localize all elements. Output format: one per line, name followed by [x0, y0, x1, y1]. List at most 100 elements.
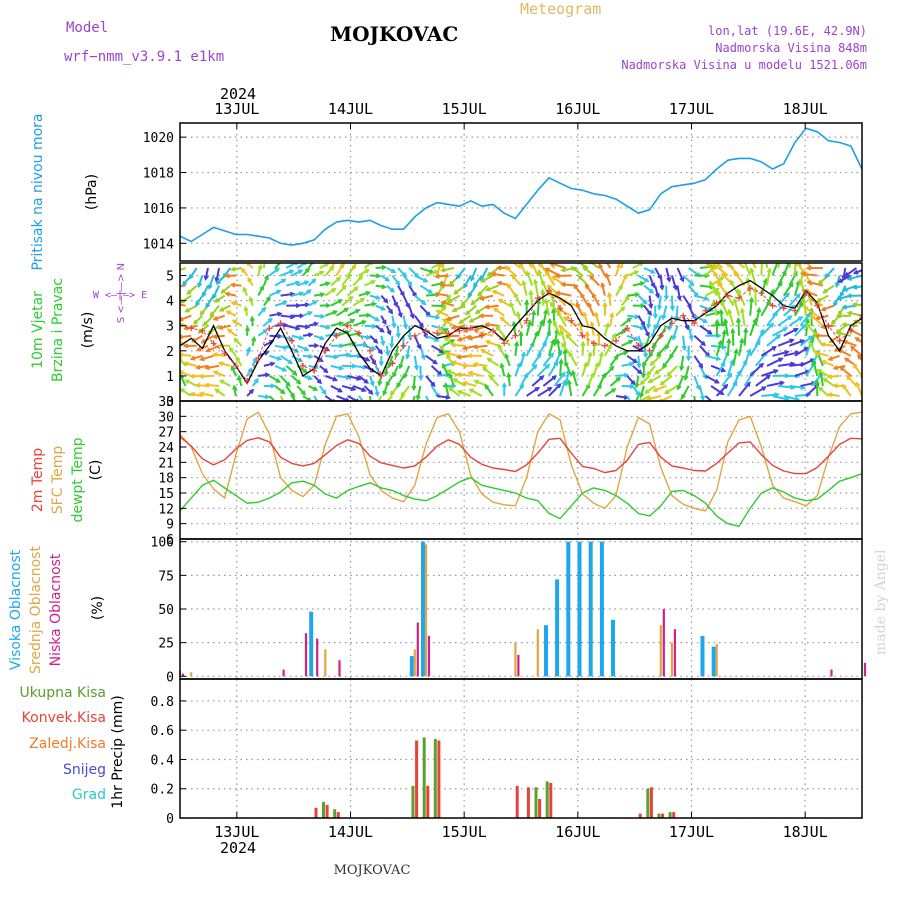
wind-arrow [448, 373, 455, 387]
wind-arrow-head [446, 294, 452, 300]
wind-arrow [458, 314, 472, 324]
wind-arrow [731, 329, 735, 346]
wind-arrow-head [495, 265, 502, 271]
wind-arrow [425, 270, 439, 277]
wind-arrow [330, 385, 343, 393]
wind-arrow-head [370, 280, 377, 285]
wind-arrow [654, 285, 660, 298]
wind-arrow-head [837, 278, 843, 283]
legend-precip-0: Ukupna Kisa [19, 685, 106, 701]
wind-arrow [799, 335, 813, 347]
wind-arrow [219, 379, 231, 387]
wind-arrow [364, 324, 376, 328]
wind-arrow-head [733, 348, 739, 354]
wind-arrow-head [715, 356, 722, 362]
bar-cloud-mid [514, 642, 517, 677]
wind-arrow [297, 303, 309, 307]
wind-arrow [392, 365, 399, 377]
wind-arrow-head [446, 369, 452, 374]
wind-arrow [714, 264, 729, 277]
wind-arrow-head [472, 344, 478, 350]
wind-arrow-head [186, 289, 192, 295]
wind-arrow [553, 329, 559, 346]
wind-arrow [846, 375, 858, 387]
wind-arrow-head [189, 373, 195, 379]
wind-arrow-head [732, 297, 738, 304]
wind-arrow-head [540, 288, 546, 294]
wind-arrow [213, 370, 226, 377]
gust-marker [736, 295, 743, 302]
wind-arrow-head [560, 371, 566, 377]
wind-arrow-head [270, 383, 276, 389]
series-line-2m-temp [179, 436, 863, 475]
wind-arrow-head [319, 335, 325, 341]
wind-arrow-head [420, 354, 426, 361]
wind-arrow-head [403, 373, 408, 380]
wind-arrow [664, 385, 679, 395]
wind-arrow-head [561, 342, 567, 348]
y-tick-label: 15 [158, 487, 174, 502]
wind-arrow [199, 374, 214, 378]
wind-arrow [460, 294, 472, 307]
wind-compass-sn: S <—|—> N [116, 263, 127, 323]
bar-precip-total [534, 787, 538, 818]
wind-arrow [436, 309, 449, 317]
wind-arrow [766, 357, 783, 367]
wind-arrow-head [332, 376, 339, 382]
wind-arrow-head [566, 379, 572, 385]
gust-marker [557, 305, 564, 312]
wind-arrow-head [822, 288, 828, 294]
wind-arrow [213, 314, 226, 321]
wind-arrow [761, 369, 778, 377]
wind-arrow [721, 373, 733, 387]
y-tick-label: 33 [158, 395, 174, 410]
wind-arrow [441, 301, 455, 307]
wind-arrow [463, 381, 477, 387]
wind-arrow-head [348, 296, 354, 302]
wind-arrow-head [506, 283, 512, 289]
wind-arrow [230, 366, 237, 377]
y-tick-label: 24 [158, 441, 174, 456]
wind-arrow-head [319, 292, 326, 298]
wind-arrow [203, 314, 215, 326]
wind-arrow [821, 360, 835, 367]
wind-arrow-head [295, 263, 299, 266]
coords-label: lon,lat (19.6E, 42.9N) [708, 24, 867, 38]
wind-arrow-head [353, 286, 359, 292]
wind-arrow-head [472, 282, 478, 288]
wind-arrow-head [205, 347, 211, 353]
wind-arrow-head [214, 277, 220, 283]
wind-arrow [487, 357, 500, 367]
wind-arrow [375, 324, 385, 333]
wind-arrow [425, 314, 440, 319]
wind-arrow [601, 283, 606, 296]
wind-arrow [213, 353, 225, 357]
wind-arrow [637, 294, 648, 305]
wind-arrow-head [815, 297, 822, 303]
wind-arrow-head [839, 292, 845, 298]
wind-arrow [514, 342, 518, 356]
wind-arrow [637, 274, 649, 283]
wind-arrow [180, 303, 186, 307]
wind-arrow-head [535, 254, 539, 258]
wind-arrow [467, 284, 478, 298]
wind-arrow [352, 385, 366, 392]
wind-arrow-head [244, 325, 250, 332]
wind-arrow-head [439, 282, 446, 288]
wind-arrow-head [398, 363, 404, 370]
wind-arrow-head [544, 267, 550, 273]
wind-arrow [514, 384, 524, 397]
wind-arrow [698, 385, 705, 400]
wind-arrow [815, 351, 829, 357]
wind-arrow-head [718, 308, 724, 315]
wind-arrow [391, 274, 401, 286]
bar-cloud-low [517, 654, 520, 677]
wind-arrow-head [264, 274, 269, 280]
wind-arrow-head [484, 286, 491, 292]
wind-arrow [823, 377, 835, 387]
wind-arrow-head [490, 271, 497, 277]
wind-arrow-head [600, 281, 606, 288]
wind-arrow-head [224, 291, 231, 297]
wind-arrow [724, 319, 729, 336]
wind-arrow [706, 263, 718, 277]
